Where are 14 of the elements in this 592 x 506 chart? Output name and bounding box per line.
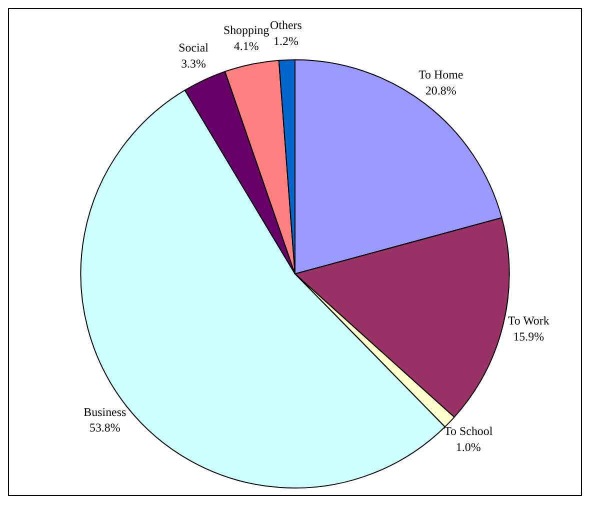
data-label: 4.1% [234, 38, 259, 53]
slice-label: To Home [418, 67, 464, 82]
slice-label: Business [84, 404, 126, 419]
slice-label: Others [270, 18, 302, 32]
slice-label: To School [444, 424, 494, 438]
slice-label: Social [178, 40, 210, 55]
data-label: 3.3% [181, 56, 206, 70]
data-label: 20.8% [425, 83, 456, 98]
slice-label: Shopping [223, 23, 270, 38]
data-label: 1.0% [456, 440, 481, 454]
data-label: 15.9% [513, 330, 544, 344]
data-label: 1.2% [274, 34, 298, 48]
data-label: 53.8% [89, 420, 120, 435]
slice-label: To Work [508, 314, 550, 328]
